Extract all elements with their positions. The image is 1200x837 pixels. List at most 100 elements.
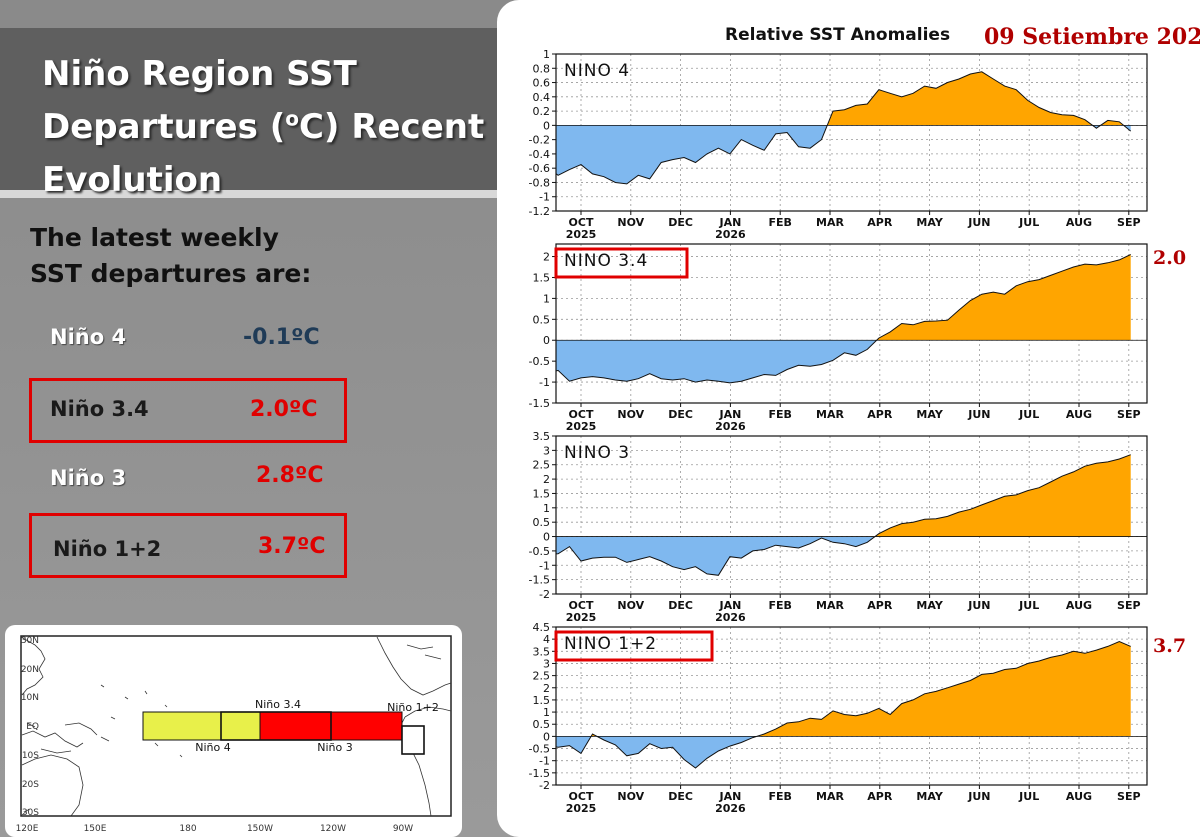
x-tick-label: JUN [967, 408, 990, 421]
y-tick-label: -1 [539, 376, 550, 389]
y-tick-label: -1.5 [529, 767, 550, 780]
lat-label: 10S [22, 751, 39, 761]
y-tick-label: -0.5 [529, 545, 550, 558]
region-label-nino12: Niño 1+2 [53, 537, 162, 561]
x-tick-label: MAY [916, 408, 943, 421]
region-value-nino34: 2.0ºC [250, 397, 318, 422]
y-tick-label: 0 [543, 334, 550, 347]
panel-clip-group [556, 254, 1131, 384]
y-tick-label: -1 [539, 755, 550, 768]
land-outlines [20, 636, 452, 817]
series-line [556, 254, 1131, 384]
y-tick-label: 4.5 [533, 621, 551, 634]
x-tick-label: APR [867, 599, 893, 612]
x-tick-label: MAR [816, 408, 844, 421]
x-tick-label: AUG [1066, 790, 1092, 803]
lon-label: 150W [247, 824, 273, 834]
x-tick-label: MAR [816, 599, 844, 612]
x-tick-year-label: 2025 [566, 611, 597, 624]
y-tick-label: -1 [539, 559, 550, 572]
y-tick-label: 1.5 [533, 487, 551, 500]
y-tick-label: 0.8 [533, 62, 551, 75]
map-label-nino3: Niño 3 [317, 741, 352, 754]
lon-label: 120W [320, 824, 346, 834]
coastline-indonesia [21, 722, 84, 754]
heading-line: The latest weekly [30, 223, 279, 252]
panel-0: -1.2-1-0.8-0.6-0.4-0.200.20.40.60.81OCT2… [529, 48, 1148, 241]
region-value-nino4: -0.1ºC [243, 325, 320, 350]
map-label-nino34: Niño 3.4 [255, 698, 301, 711]
y-tick-label: -2 [539, 588, 550, 601]
x-tick-label: APR [867, 790, 893, 803]
coastline-australia [21, 754, 84, 817]
highlight-box-nino34 [29, 378, 347, 443]
y-tick-label: 0.5 [533, 313, 551, 326]
y-tick-label: 1.5 [533, 694, 551, 707]
y-tick-label: -1.2 [529, 205, 550, 218]
lat-label: 20S [22, 780, 39, 790]
series-line [556, 71, 1132, 185]
x-tick-label: OCT [569, 216, 594, 229]
x-tick-label: SEP [1117, 599, 1141, 612]
x-tick-label: SEP [1117, 790, 1141, 803]
region-nino34 [220, 711, 332, 741]
x-tick-year-label: 2026 [715, 611, 746, 624]
map-lat-axis: 30N 20N 10N EQ 10S 20S 30S [21, 636, 39, 818]
x-tick-label: JUN [967, 599, 990, 612]
x-tick-label: JAN [718, 790, 741, 803]
y-tick-label: -0.5 [529, 355, 550, 368]
panel-clip-group [556, 454, 1131, 576]
chart-panel: Relative SST Anomalies 09 Setiembre 2026… [497, 0, 1200, 837]
highlight-box-nino12 [29, 513, 347, 578]
lat-label: 10N [21, 693, 39, 703]
y-tick-label: -1 [539, 191, 550, 204]
x-tick-label: JAN [718, 599, 741, 612]
x-tick-label: JUL [1018, 408, 1039, 421]
x-tick-year-label: 2026 [715, 802, 746, 815]
panel-end-value-label: 3.7 [1153, 635, 1186, 657]
x-tick-label: FEB [768, 408, 791, 421]
y-tick-label: -2 [539, 779, 550, 792]
x-tick-label: NOV [617, 599, 644, 612]
y-tick-label: 1 [543, 502, 550, 515]
latest-departures-heading: The latest weekly SST departures are: [30, 220, 330, 292]
series-line [556, 454, 1131, 576]
y-tick-label: 0 [543, 531, 550, 544]
coastline-png [64, 722, 110, 742]
map-label-nino12: Niño 1+2 [387, 701, 439, 714]
x-tick-label: FEB [768, 599, 791, 612]
x-tick-year-label: 2025 [566, 228, 597, 241]
positive-area [876, 254, 1131, 341]
region-label-nino3: Niño 3 [50, 466, 127, 490]
y-tick-label: 4 [543, 633, 550, 646]
degree-superscript: o [285, 106, 299, 131]
x-tick-label: SEP [1117, 408, 1141, 421]
y-tick-label: 2 [543, 682, 550, 695]
map-label-nino4: Niño 4 [195, 741, 230, 754]
panel-clip-group [556, 641, 1131, 769]
y-tick-label: -0.5 [529, 743, 550, 756]
lat-label: 30S [22, 808, 39, 818]
x-tick-year-label: 2025 [566, 420, 597, 433]
y-tick-label: 3.5 [533, 430, 551, 443]
y-tick-label: -0.8 [529, 176, 550, 189]
y-tick-label: 1.5 [533, 271, 551, 284]
sst-anomalies-chart: Relative SST Anomalies 09 Setiembre 2026… [529, 24, 1200, 815]
x-tick-year-label: 2025 [566, 802, 597, 815]
x-tick-label: DEC [668, 599, 693, 612]
region-nino12 [401, 725, 425, 755]
map-lon-axis: 120E 150E 180 150W 120W 90W [16, 824, 414, 834]
title-text-part: Niño Region SST Departures ( [42, 54, 357, 147]
x-tick-label: JAN [718, 408, 741, 421]
x-tick-label: FEB [768, 790, 791, 803]
region-value-nino12: 3.7ºC [258, 534, 326, 559]
x-tick-label: OCT [569, 408, 594, 421]
y-tick-label: -0.4 [529, 148, 550, 161]
coastline-central-america [376, 636, 452, 696]
x-tick-label: OCT [569, 599, 594, 612]
x-tick-label: NOV [617, 216, 644, 229]
chart-date-label: 09 Setiembre 2026 [984, 24, 1200, 50]
